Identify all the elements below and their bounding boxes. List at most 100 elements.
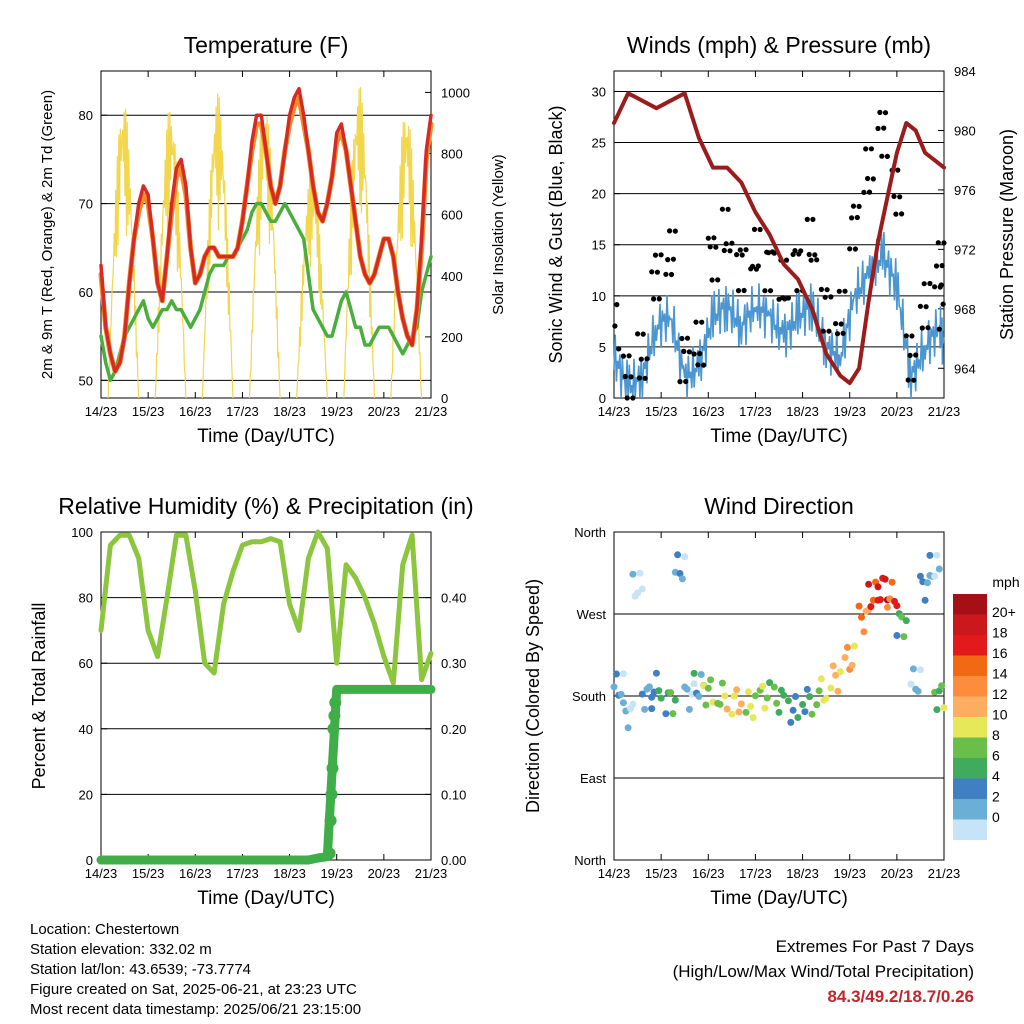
- x-tick-label: 21/23: [415, 404, 448, 419]
- gust-point: [697, 351, 703, 357]
- direction-point: [789, 706, 797, 714]
- direction-point: [744, 688, 752, 696]
- gust-point: [818, 286, 825, 292]
- direction-point: [761, 704, 769, 712]
- gust-point: [810, 216, 816, 222]
- direction-point: [610, 683, 618, 691]
- winds-pressure-panel: 0 5 10 15 20 25 30 964 968 972 976 980 984 14/23 15/23…: [546, 32, 1017, 447]
- legend-swatch: [953, 676, 987, 697]
- y2-tick-label: 0.30: [441, 656, 466, 671]
- direction-point: [893, 632, 901, 639]
- gust-point: [938, 282, 944, 288]
- direction-point: [848, 661, 856, 669]
- gust-point: [794, 288, 800, 294]
- gust-point: [656, 296, 662, 302]
- solar-line: [201, 93, 234, 399]
- direction-point: [730, 692, 738, 700]
- extremes-values: 84.3/49.2/18.7/0.26: [827, 987, 974, 1006]
- y-tick-label: 40: [79, 722, 93, 737]
- direction-point: [893, 602, 901, 610]
- legend-swatch: [953, 758, 987, 779]
- direction-point: [648, 693, 656, 701]
- gust-point: [785, 295, 792, 301]
- gust-point: [670, 256, 677, 262]
- gust-point: [729, 240, 735, 246]
- y-tick-label: 100: [71, 525, 93, 540]
- gust-point: [640, 331, 646, 337]
- gust-point: [686, 349, 693, 355]
- direction-point: [881, 575, 889, 583]
- direction-point: [775, 708, 783, 716]
- gust-point: [877, 109, 883, 115]
- y2-axis-label: Solar Insolation (Yellow): [490, 154, 507, 314]
- direction-point: [855, 602, 863, 610]
- gust-point: [852, 246, 859, 252]
- gust-point: [626, 353, 632, 359]
- direction-point: [850, 642, 858, 650]
- direction-point: [834, 687, 842, 695]
- gust-point: [672, 228, 678, 234]
- extremes-subtitle: (High/Low/Max Wind/Total Precipitation): [672, 962, 974, 981]
- y2-tick-label: 0.40: [441, 591, 466, 606]
- gust-point: [828, 294, 834, 300]
- y-tick-label: 15: [592, 238, 606, 253]
- station-elevation: Station elevation: 332.02 m: [30, 941, 212, 958]
- direction-point: [747, 702, 755, 710]
- gust-point: [638, 356, 644, 362]
- gust-point: [630, 395, 636, 401]
- sonic-wind-line: [613, 231, 945, 399]
- gust-point: [693, 319, 699, 325]
- direction-point: [801, 708, 809, 716]
- gust-point: [691, 351, 697, 357]
- gust-point: [881, 125, 887, 131]
- direction-point: [733, 686, 741, 694]
- direction-point: [931, 572, 939, 580]
- x-tick-label: 15/23: [132, 404, 165, 419]
- gust-point: [919, 325, 925, 331]
- dewpoint-line: [99, 201, 433, 383]
- gust-point: [741, 287, 747, 294]
- direction-point: [841, 654, 849, 661]
- direction-point: [629, 570, 637, 578]
- gust-point: [911, 377, 917, 383]
- direction-point: [858, 613, 865, 621]
- direction-point: [865, 580, 873, 588]
- gust-point: [833, 321, 839, 327]
- legend-label: 10: [992, 706, 1008, 722]
- legend-label: 16: [992, 645, 1008, 661]
- gust-point: [681, 348, 687, 354]
- gust-point: [684, 335, 691, 341]
- x-tick-label: 19/23: [833, 404, 866, 419]
- gust-point: [719, 206, 726, 212]
- direction-point: [667, 689, 675, 697]
- x-tick-label: 16/23: [179, 404, 212, 419]
- x-tick-label: 14/23: [598, 404, 631, 419]
- direction-point: [883, 603, 891, 611]
- station-info: Location: Chestertown Station elevation:…: [30, 920, 361, 1020]
- gust-point: [822, 294, 828, 300]
- gust-point: [925, 325, 931, 331]
- recent-timestamp: Most recent data timestamp: 2025/06/21 2…: [30, 1001, 362, 1018]
- y2-tick-label: 1000: [441, 85, 470, 100]
- direction-point: [652, 669, 660, 677]
- y-tick-label: 60: [79, 285, 93, 300]
- gust-point: [899, 211, 905, 217]
- y-tick-label: 60: [79, 656, 93, 671]
- y2-tick-label: 968: [954, 302, 976, 317]
- x-tick-label: 16/23: [692, 404, 725, 419]
- y-tick-label: 10: [592, 289, 606, 304]
- gust-point: [870, 176, 876, 182]
- y-tick-label: 70: [79, 197, 93, 212]
- legend-swatch: [953, 635, 987, 656]
- gust-point: [826, 328, 832, 334]
- direction-point: [770, 683, 778, 691]
- y-tick-label: 0: [86, 853, 93, 868]
- humidity-precip-panel: 0 20 40 60 80 100 0.00 0.10 0.20 0.30 0.40 14/23 15/…: [29, 493, 474, 909]
- direction-point: [759, 682, 766, 690]
- gust-point: [882, 110, 889, 116]
- legend-label: 4: [992, 768, 1000, 784]
- y-tick-label: 5: [599, 340, 606, 355]
- legend-swatch: [953, 819, 987, 840]
- gust-point: [798, 248, 804, 254]
- direction-point: [933, 706, 941, 714]
